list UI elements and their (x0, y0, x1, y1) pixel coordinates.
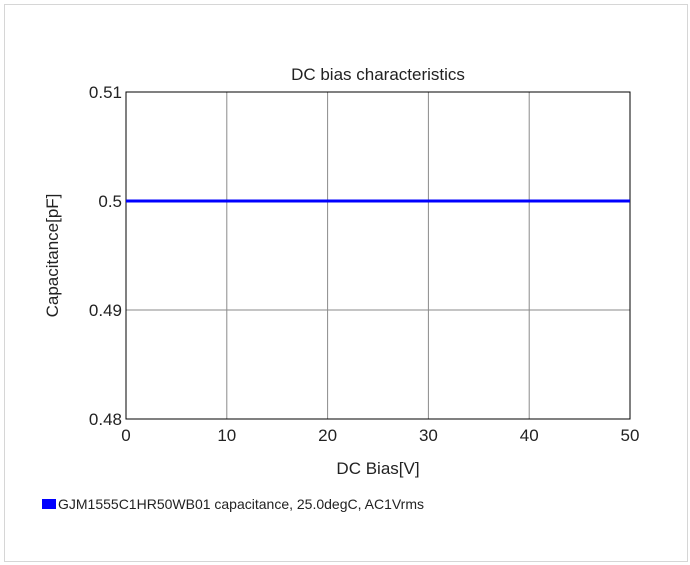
x-tick-label: 50 (621, 426, 640, 445)
x-tick-label: 20 (318, 426, 337, 445)
legend: GJM1555C1HR50WB01 capacitance, 25.0degC,… (42, 496, 424, 512)
y-tick-label: 0.49 (89, 301, 122, 320)
legend-swatch (42, 499, 56, 509)
x-tick-label: 40 (520, 426, 539, 445)
y-tick-label: 0.5 (98, 192, 122, 211)
x-tick-label: 0 (121, 426, 130, 445)
tick-labels: 0 10 20 30 40 50 0.48 0.49 0.5 0.51 (89, 83, 640, 445)
x-tick-label: 30 (419, 426, 438, 445)
grid-lines (126, 92, 630, 419)
legend-label: GJM1555C1HR50WB01 capacitance, 25.0degC,… (58, 496, 424, 512)
y-tick-label: 0.48 (89, 410, 122, 429)
y-axis-label: Capacitance[pF] (43, 194, 62, 318)
chart-frame (4, 4, 688, 562)
chart-title: DC bias characteristics (291, 65, 465, 84)
x-tick-label: 10 (217, 426, 236, 445)
x-axis-label: DC Bias[V] (336, 459, 419, 478)
plot-area (125, 91, 631, 420)
y-tick-label: 0.51 (89, 83, 122, 102)
